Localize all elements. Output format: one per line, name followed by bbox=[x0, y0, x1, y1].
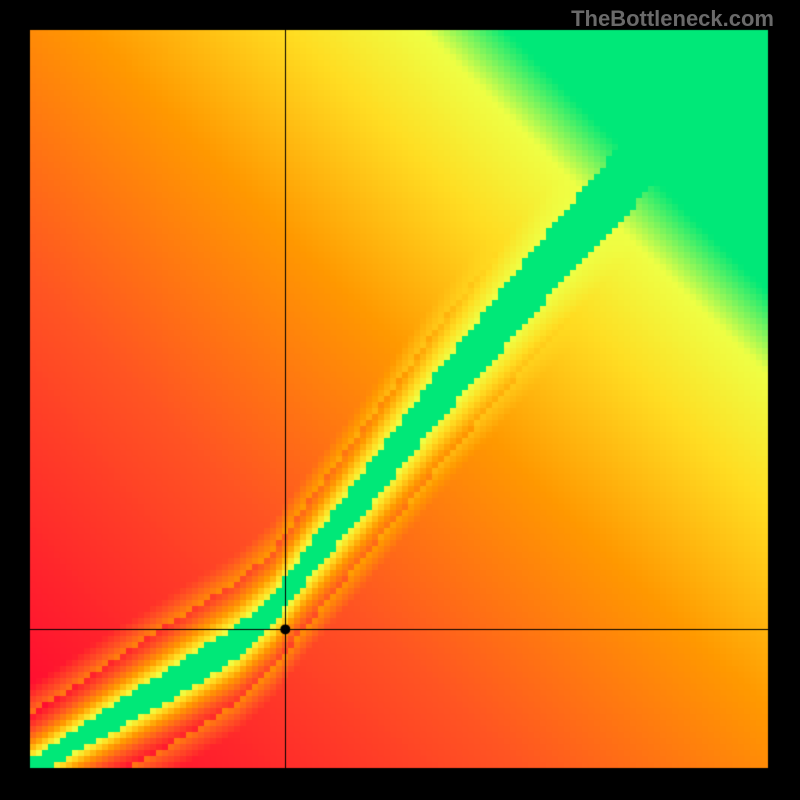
chart-container: { "watermark": { "text": "TheBottleneck.… bbox=[0, 0, 800, 800]
watermark-text: TheBottleneck.com bbox=[571, 6, 774, 32]
bottleneck-heatmap bbox=[0, 0, 800, 800]
